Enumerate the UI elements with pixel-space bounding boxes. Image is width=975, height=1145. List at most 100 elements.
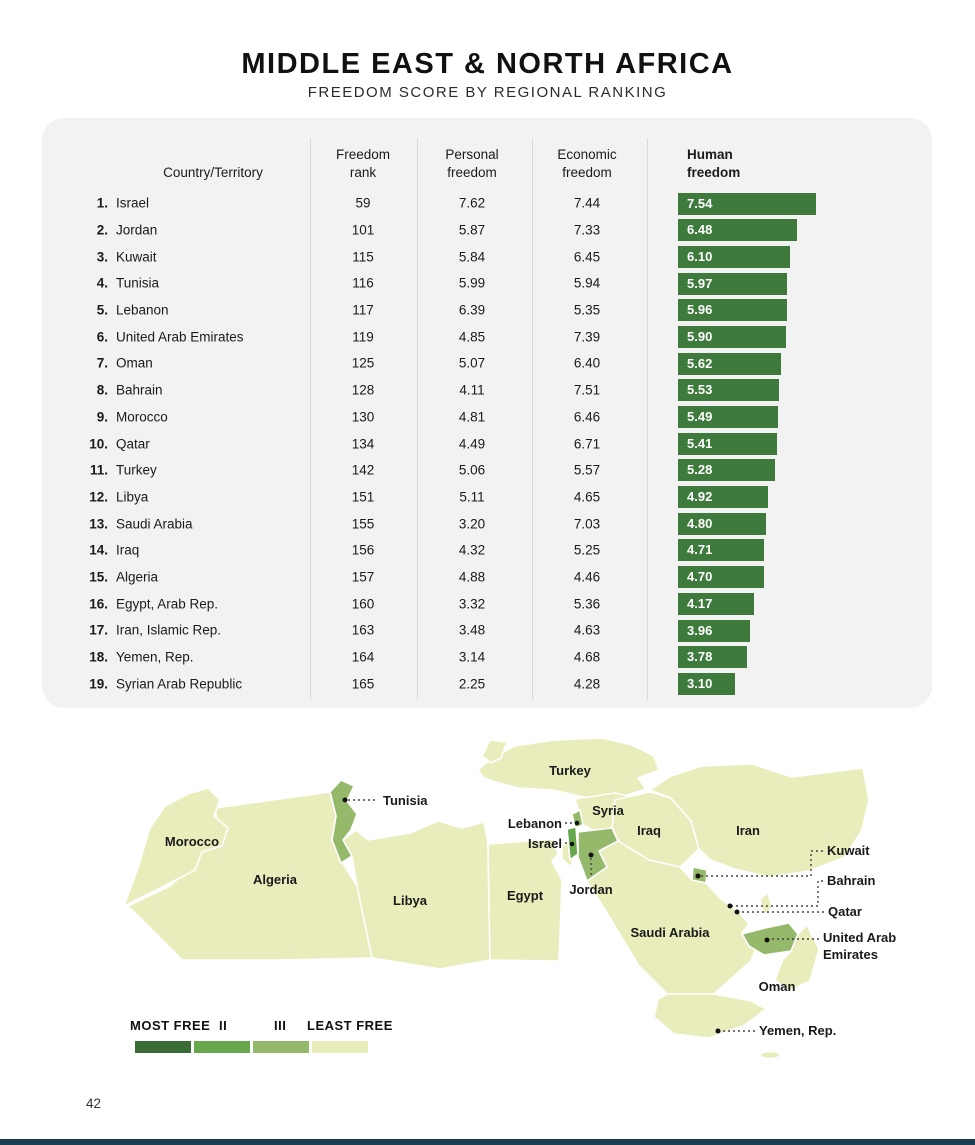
table-row: 17. Iran, Islamic Rep. 163 3.48 4.63 3.9… <box>42 617 932 644</box>
row-economic-freedom: 5.35 <box>573 302 601 318</box>
human-freedom-bar: 4.70 <box>678 566 764 589</box>
table-row: 1. Israel 59 7.62 7.44 7.54 <box>42 190 932 217</box>
row-country-name: Syrian Arab Republic <box>116 676 243 692</box>
map-label-kuwait: Kuwait <box>827 843 870 858</box>
row-country-name: Lebanon <box>116 302 169 318</box>
legend-label-ii: II <box>219 1018 228 1033</box>
human-freedom-value: 4.17 <box>687 595 713 611</box>
israel-dot <box>569 841 575 847</box>
row-rank-number: 3. <box>96 249 108 265</box>
row-country-name: Yemen, Rep. <box>116 649 194 665</box>
human-freedom-value: 4.70 <box>687 569 713 585</box>
human-freedom-value: 7.54 <box>687 195 713 211</box>
human-freedom-bar: 5.28 <box>678 459 775 482</box>
map-label-oman: Oman <box>759 979 796 994</box>
row-freedom-rank: 115 <box>352 249 374 265</box>
human-freedom-bar: 5.62 <box>678 352 781 375</box>
row-economic-freedom: 6.40 <box>573 355 601 371</box>
row-freedom-rank: 160 <box>351 596 375 612</box>
row-personal-freedom: 5.84 <box>458 249 486 265</box>
legend-swatch-quartile1 <box>134 1040 192 1054</box>
map-label-egypt: Egypt <box>507 888 544 903</box>
row-country-name: Algeria <box>116 569 159 585</box>
row-freedom-rank: 156 <box>351 542 375 558</box>
row-personal-freedom: 5.99 <box>458 275 486 291</box>
row-personal-freedom: 4.49 <box>458 436 486 452</box>
map-label-turkey: Turkey <box>549 763 591 778</box>
map-label-uae-line1: United Arab <box>823 930 896 945</box>
legend-swatch-quartile4 <box>311 1040 369 1054</box>
row-country-name: Qatar <box>116 436 150 452</box>
bahrain-dot <box>727 903 733 909</box>
row-freedom-rank: 165 <box>351 676 375 692</box>
row-economic-freedom: 4.65 <box>573 489 601 505</box>
human-freedom-value: 3.10 <box>687 675 713 691</box>
row-rank-number: 17. <box>89 622 108 638</box>
row-freedom-rank: 164 <box>351 649 375 665</box>
map-label-yemen: Yemen, Rep. <box>759 1023 836 1038</box>
column-divider <box>417 138 418 700</box>
tunisia-dot <box>342 797 348 803</box>
row-rank-number: 16. <box>89 596 108 612</box>
row-rank-number: 4. <box>96 275 108 291</box>
legend-label-iii: III <box>274 1018 287 1033</box>
human-freedom-value: 4.92 <box>687 489 713 505</box>
table-row: 15. Algeria 157 4.88 4.46 4.70 <box>42 564 932 591</box>
human-freedom-value: 5.41 <box>687 435 713 451</box>
human-freedom-value: 4.71 <box>687 542 713 558</box>
mena-choropleth-map: Morocco Algeria Tunisia Libya Egypt Turk… <box>123 737 896 1060</box>
human-freedom-bar: 5.90 <box>678 325 786 348</box>
row-economic-freedom: 4.28 <box>573 676 601 692</box>
table-row: 18. Yemen, Rep. 164 3.14 4.68 3.78 <box>42 644 932 671</box>
lebanon-dot <box>574 820 580 826</box>
kuwait-leader-line <box>700 850 823 877</box>
row-rank-number: 18. <box>89 649 108 665</box>
map-country-turkey <box>477 737 660 799</box>
row-personal-freedom: 4.85 <box>458 329 486 345</box>
table-rows: 1. Israel 59 7.62 7.44 7.54 2. Jordan 10… <box>42 190 932 697</box>
row-rank-number: 8. <box>96 382 108 398</box>
map-label-bahrain: Bahrain <box>827 873 875 888</box>
table-row: 10. Qatar 134 4.49 6.71 5.41 <box>42 430 932 457</box>
table-row: 12. Libya 151 5.11 4.65 4.92 <box>42 484 932 511</box>
ranking-table-card: Country/Territory Freedom rank Personal … <box>42 118 932 708</box>
row-economic-freedom: 6.46 <box>573 409 601 425</box>
row-country-name: Libya <box>116 489 149 505</box>
row-freedom-rank: 59 <box>355 195 371 211</box>
row-economic-freedom: 7.51 <box>573 382 601 398</box>
row-rank-number: 1. <box>96 195 108 211</box>
map-label-uae-line2: Emirates <box>823 947 878 962</box>
page-title: MIDDLE EAST & NORTH AFRICA <box>241 48 734 80</box>
row-freedom-rank: 116 <box>352 275 374 291</box>
human-freedom-value: 5.49 <box>687 409 713 424</box>
map-country-libya <box>342 820 491 970</box>
human-freedom-value: 4.80 <box>687 515 713 531</box>
human-freedom-bar: 3.10 <box>678 672 735 695</box>
map-label-tunisia: Tunisia <box>383 793 428 808</box>
table-row: 7. Oman 125 5.07 6.40 5.62 <box>42 350 932 377</box>
map-label-algeria: Algeria <box>253 872 298 887</box>
row-economic-freedom: 5.57 <box>573 462 601 478</box>
row-personal-freedom: 4.32 <box>458 542 486 558</box>
table-row: 13. Saudi Arabia 155 3.20 7.03 4.80 <box>42 510 932 537</box>
row-country-name: Oman <box>116 355 153 371</box>
table-row: 3. Kuwait 115 5.84 6.45 6.10 <box>42 243 932 270</box>
page-subtitle: FREEDOM SCORE BY REGIONAL RANKING <box>307 84 668 101</box>
map-legend: MOST FREE II III LEAST FREE <box>0 1018 420 1058</box>
table-row: 8. Bahrain 128 4.11 7.51 5.53 <box>42 377 932 404</box>
map-island-socotra <box>759 1050 781 1060</box>
column-divider <box>310 138 311 700</box>
row-personal-freedom: 3.14 <box>458 649 486 665</box>
row-personal-freedom: 4.88 <box>458 569 486 585</box>
row-rank-number: 10. <box>89 436 108 452</box>
bahrain-leader-line <box>732 880 823 907</box>
row-personal-freedom: 3.32 <box>458 596 486 612</box>
row-country-name: Egypt, Arab Rep. <box>116 596 219 612</box>
human-freedom-bar: 3.96 <box>678 619 751 642</box>
human-freedom-bar: 5.49 <box>678 406 779 428</box>
table-row: 14. Iraq 156 4.32 5.25 4.71 <box>42 537 932 564</box>
human-freedom-bar: 3.78 <box>678 646 748 669</box>
table-row: 11. Turkey 142 5.06 5.57 5.28 <box>42 457 932 484</box>
map-country-jordan <box>577 827 619 882</box>
